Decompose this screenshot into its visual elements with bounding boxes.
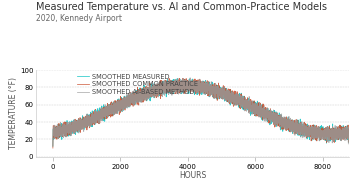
SMOOTHED MEASURED (346, 141, 351, 143)
SMOOTHED COMMON PRACTICE (336, 128, 341, 130)
SMOOTHED AI-BASED METHOD (114, 109, 118, 111)
SMOOTHED MEASURED (51, 145, 55, 147)
SMOOTHED COMMON PRACTICE (148, 84, 153, 86)
SMOOTHED AI-BASED METHOD (188, 77, 192, 79)
SMOOTHED COMMON PRACTICE (51, 147, 55, 149)
SMOOTHED AI-BASED METHOD (138, 98, 143, 100)
X-axis label: HOURS: HOURS (179, 171, 206, 180)
Y-axis label: TEMPERATURE (°F): TEMPERATURE (°F) (9, 77, 18, 149)
SMOOTHED MEASURED (336, 130, 341, 132)
SMOOTHED MEASURED (148, 87, 153, 89)
SMOOTHED AI-BASED METHOD (346, 143, 351, 145)
SMOOTHED MEASURED (131, 100, 135, 103)
Text: Measured Temperature vs. AI and Common-Practice Models: Measured Temperature vs. AI and Common-P… (36, 2, 327, 12)
SMOOTHED COMMON PRACTICE (181, 77, 185, 79)
Line: SMOOTHED MEASURED: SMOOTHED MEASURED (53, 78, 348, 146)
SMOOTHED AI-BASED METHOD (336, 125, 341, 128)
SMOOTHED COMMON PRACTICE (114, 112, 118, 114)
SMOOTHED AI-BASED METHOD (131, 99, 135, 101)
SMOOTHED COMMON PRACTICE (131, 100, 135, 102)
SMOOTHED MEASURED (175, 77, 179, 80)
Line: SMOOTHED COMMON PRACTICE: SMOOTHED COMMON PRACTICE (53, 78, 348, 148)
SMOOTHED AI-BASED METHOD (51, 145, 55, 147)
SMOOTHED COMMON PRACTICE (135, 98, 139, 100)
SMOOTHED AI-BASED METHOD (135, 99, 139, 101)
SMOOTHED COMMON PRACTICE (346, 141, 351, 143)
SMOOTHED COMMON PRACTICE (138, 96, 143, 98)
SMOOTHED MEASURED (114, 108, 118, 110)
SMOOTHED MEASURED (138, 98, 143, 101)
Text: 2020, Kennedy Airport: 2020, Kennedy Airport (36, 14, 122, 23)
Line: SMOOTHED AI-BASED METHOD: SMOOTHED AI-BASED METHOD (53, 78, 348, 146)
SMOOTHED MEASURED (135, 99, 139, 101)
Legend: SMOOTHED MEASURED, SMOOTHED COMMON PRACTICE, SMOOTHED AI-BASED METHOD: SMOOTHED MEASURED, SMOOTHED COMMON PRACT… (77, 74, 198, 95)
SMOOTHED AI-BASED METHOD (148, 87, 153, 89)
